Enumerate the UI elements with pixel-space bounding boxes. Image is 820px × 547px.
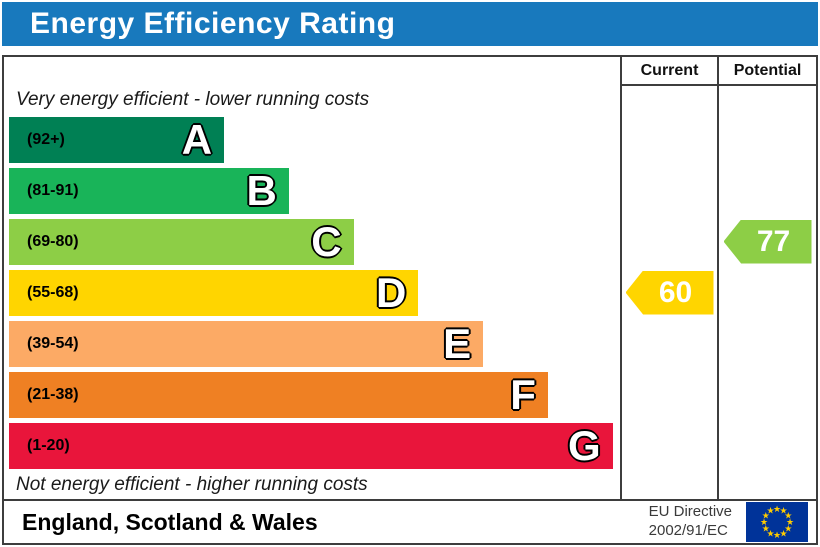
rating-chart-box: Current Potential Very energy efficient … xyxy=(2,55,818,501)
band-bar-G: (1-20) G xyxy=(9,421,613,469)
eu-flag-star: ★ xyxy=(784,510,793,521)
band-plot-cell: (1-20) G xyxy=(4,420,620,471)
current-column-cell xyxy=(620,216,717,267)
band-bar-A: (92+) A xyxy=(9,115,225,163)
eu-directive-label: EU Directive 2002/91/EC xyxy=(649,503,732,541)
band-range-label: (81-91) xyxy=(27,181,79,199)
band-plot-cell: (55-68) D xyxy=(4,267,620,318)
band-row-E: (39-54) E xyxy=(4,318,816,369)
eu-directive-line2: 2002/91/EC xyxy=(648,522,728,539)
band-bar-E: (39-54) E xyxy=(9,319,484,367)
eu-flag-star: ★ xyxy=(761,523,770,534)
band-letter: B xyxy=(246,166,278,214)
eu-flag-star: ★ xyxy=(759,517,769,527)
band-row-G: (1-20) G xyxy=(4,420,816,471)
band-letter: G xyxy=(567,421,601,469)
band-bar-C: (69-80) C xyxy=(9,217,354,265)
potential-rating-pointer: 77 xyxy=(723,219,812,264)
band-range-label: (39-54) xyxy=(27,334,79,352)
band-range-label: (1-20) xyxy=(27,436,70,454)
current-rating-pointer: 60 xyxy=(625,270,714,315)
potential-column-cell xyxy=(717,420,816,471)
bottom-note-row: Not energy efficient - higher running co… xyxy=(4,471,816,499)
band-range-label: (55-68) xyxy=(27,283,79,301)
bands-container: (92+) A (81-91) B (69-80) C 77 (55-68) D 60 (39-54… xyxy=(4,114,816,471)
top-note-label: Very energy efficient - lower running co… xyxy=(16,89,370,110)
eu-flag-star: ★ xyxy=(766,505,775,516)
potential-column-spacer xyxy=(717,86,816,114)
eu-directive-line1: EU Directive xyxy=(648,503,732,521)
chart-title: Energy Efficiency Rating xyxy=(30,7,396,40)
top-note-row: Very energy efficient - lower running co… xyxy=(4,86,816,114)
chart-title-bar: Energy Efficiency Rating xyxy=(2,2,818,46)
current-column-spacer xyxy=(620,86,717,114)
eu-flag-star: ★ xyxy=(784,523,793,534)
header-spacer xyxy=(4,57,620,86)
eu-flag-star: ★ xyxy=(772,504,782,514)
band-plot-cell: (92+) A xyxy=(4,114,620,165)
band-letter: F xyxy=(509,370,536,418)
potential-column-cell xyxy=(717,165,816,216)
band-letter: E xyxy=(442,319,472,367)
current-column-cell xyxy=(620,318,717,369)
potential-column-header: Potential xyxy=(717,57,816,86)
band-range-label: (92+) xyxy=(27,130,65,148)
potential-column-cell: 77 xyxy=(717,216,816,267)
potential-column-cell xyxy=(717,267,816,318)
band-range-label: (21-38) xyxy=(27,385,79,403)
potential-column-cell xyxy=(717,114,816,165)
current-column-header: Current xyxy=(620,57,717,86)
band-range-label: (69-80) xyxy=(27,232,79,250)
eu-flag-star: ★ xyxy=(779,505,788,516)
band-row-F: (21-38) F xyxy=(4,369,816,420)
bottom-note-label: Not energy efficient - higher running co… xyxy=(16,474,368,495)
band-row-A: (92+) A xyxy=(4,114,816,165)
eu-flag-star: ★ xyxy=(785,517,795,527)
band-plot-cell: (39-54) E xyxy=(4,318,620,369)
band-bar-D: (55-68) D xyxy=(9,268,419,316)
band-plot-cell: (81-91) B xyxy=(4,165,620,216)
band-letter: A xyxy=(181,115,213,163)
current-column-cell xyxy=(620,369,717,420)
eu-flag-star: ★ xyxy=(761,510,770,521)
eu-flag-star: ★ xyxy=(779,528,788,539)
band-bar-F: (21-38) F xyxy=(9,370,548,418)
current-column-spacer xyxy=(620,471,717,499)
potential-column-cell xyxy=(717,318,816,369)
current-column-cell xyxy=(620,420,717,471)
region-label: England, Scotland & Wales xyxy=(22,508,318,535)
current-column-cell xyxy=(620,114,717,165)
band-letter: D xyxy=(375,268,407,316)
band-row-D: (55-68) D 60 xyxy=(4,267,816,318)
potential-column-spacer xyxy=(717,471,816,499)
column-header-row: Current Potential xyxy=(4,57,816,86)
eu-flag-icon: ★ ★ ★ ★ ★ ★ ★ ★ ★ ★ ★ ★ xyxy=(746,502,808,542)
band-plot-cell: (69-80) C xyxy=(4,216,620,267)
band-bar-B: (81-91) B xyxy=(9,166,289,214)
band-row-C: (69-80) C 77 xyxy=(4,216,816,267)
current-column-cell: 60 xyxy=(620,267,717,318)
band-plot-cell: (21-38) F xyxy=(4,369,620,420)
current-column-cell xyxy=(620,165,717,216)
eu-flag-star: ★ xyxy=(766,528,775,539)
band-letter: C xyxy=(310,217,342,265)
chart-footer: England, Scotland & Wales EU Directive 2… xyxy=(2,501,818,545)
eu-flag-star: ★ xyxy=(772,530,782,540)
potential-column-cell xyxy=(717,369,816,420)
band-row-B: (81-91) B xyxy=(4,165,816,216)
